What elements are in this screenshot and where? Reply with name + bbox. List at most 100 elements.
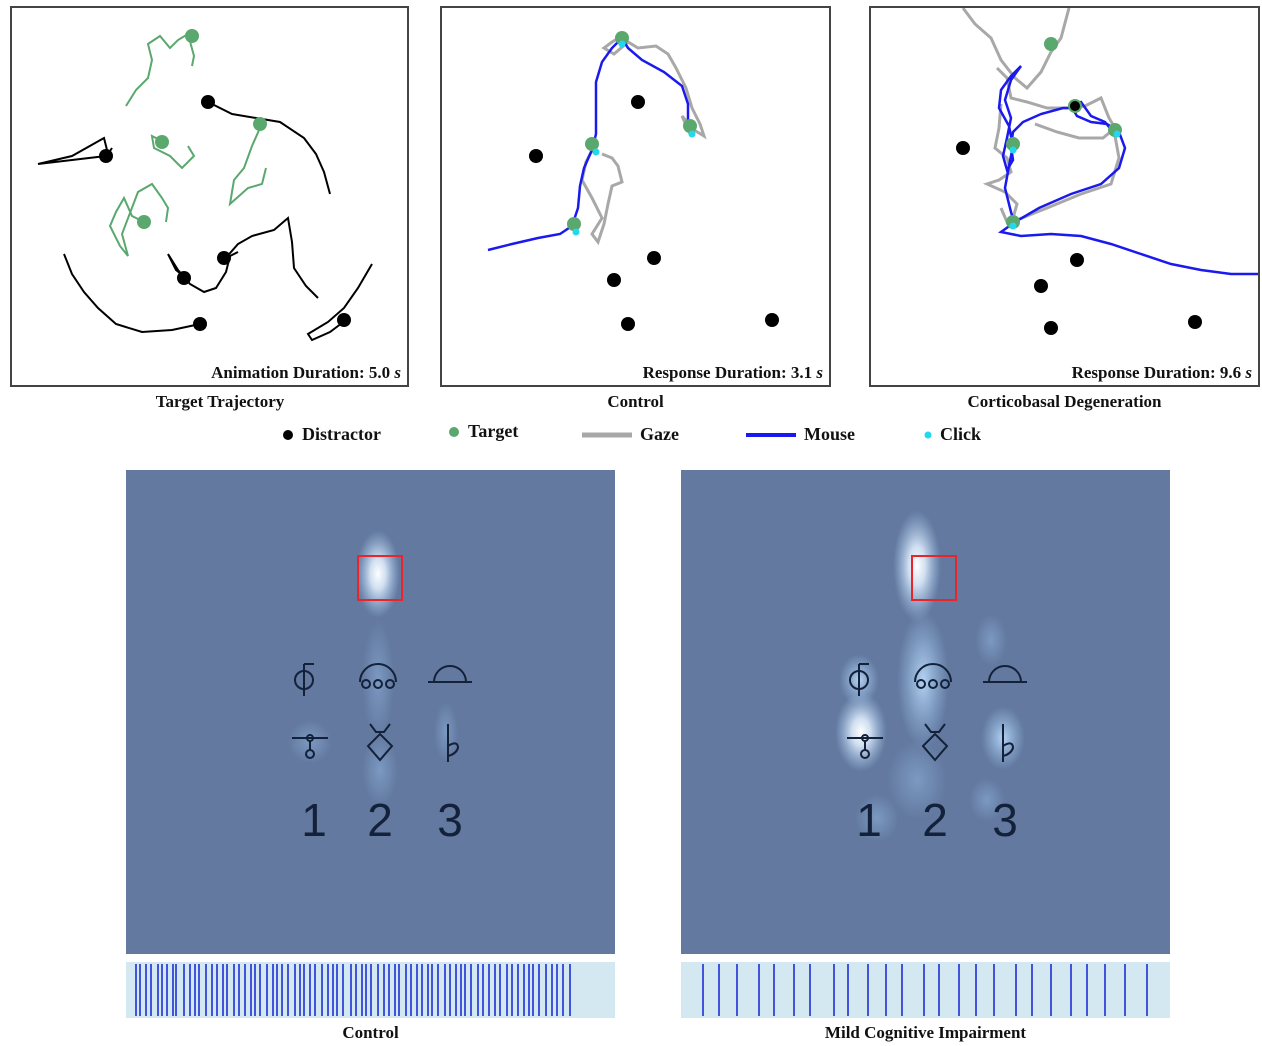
target-path xyxy=(228,127,267,207)
symbol-arch-icon xyxy=(914,663,952,689)
distractor-marker xyxy=(621,317,635,331)
duration-label: Animation Duration: 5.0 s xyxy=(211,363,401,383)
symbol-arch-icon xyxy=(359,663,397,689)
distractor-markers xyxy=(99,95,351,331)
target-path xyxy=(108,182,170,257)
distractor-marker xyxy=(1034,279,1048,293)
barcode-control xyxy=(126,962,615,1018)
gaze-segment xyxy=(580,145,624,246)
cbd-plot xyxy=(956,8,1258,335)
symbol-diamond-icon xyxy=(921,723,949,762)
symbols xyxy=(847,663,1027,762)
distractor-marker xyxy=(956,141,970,155)
mouse-path xyxy=(997,65,1258,276)
caption-target-trajectory: Target Trajectory xyxy=(155,392,285,411)
gaze-segment xyxy=(1016,135,1121,222)
symbol-dome-icon xyxy=(428,665,472,683)
distractor-marker xyxy=(99,149,113,163)
target-marker xyxy=(585,137,599,151)
distractor-path xyxy=(306,263,373,342)
duration-unit: s xyxy=(394,363,401,382)
heat-spot xyxy=(975,614,1007,666)
digit-3: 3 xyxy=(992,794,1018,846)
caption-cbd: Corticobasal Degeneration xyxy=(967,392,1162,411)
distractor-path xyxy=(223,216,319,299)
legend-mouse: Mouse xyxy=(746,424,855,445)
heat-spot xyxy=(434,702,458,762)
distractor-marker xyxy=(765,313,779,327)
heat-spot xyxy=(969,778,1005,822)
digit-1: 1 xyxy=(856,794,882,846)
distractor-marker xyxy=(1188,315,1202,329)
caption-heatmap-control: Control xyxy=(342,1023,399,1042)
target-marker xyxy=(137,215,151,229)
heatmap-mci-svg: 1 2 3 xyxy=(835,510,1027,846)
control-plot xyxy=(487,31,779,331)
caption-heatmap-mci: Mild Cognitive Impairment xyxy=(824,1023,1027,1042)
caption-control: Control xyxy=(607,392,664,411)
gaze-heat xyxy=(288,530,458,806)
duration-value: 3.1 xyxy=(790,363,813,382)
barcode-mci xyxy=(681,962,1170,1018)
panel-control: Response Duration: 3.1 s xyxy=(440,6,831,387)
distractor-swatch xyxy=(283,429,293,440)
target-marker xyxy=(185,29,199,43)
legend-label: Click xyxy=(940,424,982,444)
target-markers xyxy=(137,29,267,229)
heatmap-control: 1 2 3 xyxy=(126,470,615,954)
digit-row: 1 2 3 xyxy=(856,794,1018,846)
distractor-markers xyxy=(956,101,1202,335)
symbol-phi-icon xyxy=(294,663,314,696)
heatmap-mci: 1 2 3 xyxy=(681,470,1170,954)
symbol-phi-icon xyxy=(849,663,869,696)
distractor-markers xyxy=(529,95,779,331)
barcode-control-svg xyxy=(135,964,571,1016)
legend-label: Mouse xyxy=(804,424,855,444)
distractor-marker xyxy=(1044,321,1058,335)
duration-prefix: Response Duration: xyxy=(1071,363,1220,382)
target-markers xyxy=(567,31,697,231)
click-marker xyxy=(1009,222,1017,230)
target-marker xyxy=(1006,215,1020,229)
trajectory-plot xyxy=(37,29,373,342)
symbol-diamond-icon xyxy=(366,723,394,762)
duration-label: Response Duration: 3.1 s xyxy=(643,363,823,383)
panel-target-trajectory: Animation Duration: 5.0 s xyxy=(10,6,409,387)
aoi-box xyxy=(911,555,957,601)
click-marker xyxy=(688,130,696,138)
heat-spot xyxy=(855,794,899,842)
barcode-mci-svg xyxy=(702,964,1148,1016)
duration-prefix: Response Duration: xyxy=(642,363,791,382)
heat-spot xyxy=(356,530,400,618)
click-marker xyxy=(1009,146,1017,154)
duration-value: 5.0 xyxy=(368,363,391,382)
target-paths xyxy=(108,32,267,257)
click-markers xyxy=(572,40,696,236)
distractor-path xyxy=(209,102,331,195)
click-marker xyxy=(618,40,626,48)
target-marker xyxy=(683,119,697,133)
distractor-marker xyxy=(217,251,231,265)
click-marker xyxy=(1113,130,1121,138)
duration-label: Response Duration: 9.6 s xyxy=(1072,363,1252,383)
legend: Distractor Target Gaze Mouse Click xyxy=(0,421,1262,450)
symbol-flat-icon xyxy=(1002,724,1015,762)
distractor-marker xyxy=(193,317,207,331)
digit-1: 1 xyxy=(301,794,327,846)
legend-distractor: Distractor xyxy=(282,424,381,445)
target-marker xyxy=(155,135,169,149)
digit-3: 3 xyxy=(437,794,463,846)
target-marker xyxy=(567,217,581,231)
symbols xyxy=(292,663,472,762)
legend-target: Target xyxy=(448,421,518,442)
aoi-box xyxy=(357,555,403,601)
gaze-heat xyxy=(835,510,1025,842)
distractor-marker xyxy=(337,313,351,327)
distractor-marker xyxy=(177,271,191,285)
legend-label: Gaze xyxy=(640,424,679,444)
symbol-pin-icon xyxy=(847,734,883,759)
mouse-path xyxy=(487,35,694,252)
legend-gaze: Gaze xyxy=(582,424,679,445)
digit-2: 2 xyxy=(367,794,393,846)
duration-unit: s xyxy=(816,363,823,382)
